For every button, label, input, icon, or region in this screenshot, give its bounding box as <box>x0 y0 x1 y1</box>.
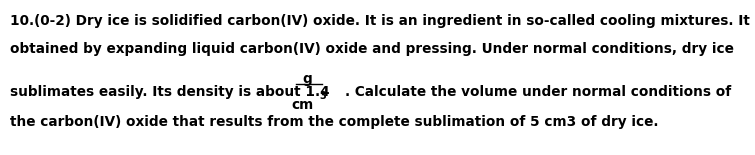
Text: 10.(0-2) Dry ice is solidified carbon(IV) oxide. It is an ingredient in so-calle: 10.(0-2) Dry ice is solidified carbon(IV… <box>10 14 755 28</box>
Text: g: g <box>302 72 312 86</box>
Text: cm: cm <box>291 98 313 112</box>
Text: . Calculate the volume under normal conditions of: . Calculate the volume under normal cond… <box>345 85 732 99</box>
Text: 3: 3 <box>319 91 325 101</box>
Text: the carbon(IV) oxide that results from the complete sublimation of 5 cm3 of dry : the carbon(IV) oxide that results from t… <box>10 115 658 129</box>
Text: obtained by expanding liquid carbon(IV) oxide and pressing. Under normal conditi: obtained by expanding liquid carbon(IV) … <box>10 42 734 56</box>
Text: sublimates easily. Its density is about 1.4: sublimates easily. Its density is about … <box>10 85 330 99</box>
